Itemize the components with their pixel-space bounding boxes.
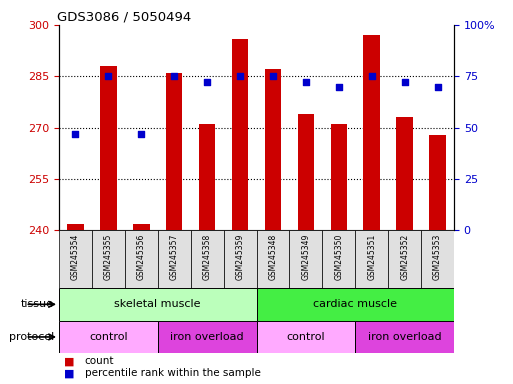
Text: GSM245349: GSM245349 [301, 233, 310, 280]
Text: GSM245358: GSM245358 [203, 233, 212, 280]
FancyBboxPatch shape [256, 288, 454, 321]
Point [368, 73, 376, 79]
Point [433, 84, 442, 90]
Text: ■: ■ [64, 368, 74, 379]
Bar [364, 35, 380, 230]
Text: GSM245348: GSM245348 [268, 233, 278, 280]
Point [236, 73, 244, 79]
Text: GSM245359: GSM245359 [235, 233, 245, 280]
Text: GSM245353: GSM245353 [433, 233, 442, 280]
Text: percentile rank within the sample: percentile rank within the sample [85, 368, 261, 379]
Text: control: control [287, 332, 325, 342]
FancyBboxPatch shape [388, 230, 421, 288]
Point [269, 73, 277, 79]
Bar [265, 70, 281, 230]
Bar [232, 39, 248, 230]
Text: GSM245351: GSM245351 [367, 233, 376, 280]
Text: iron overload: iron overload [170, 332, 244, 342]
Text: iron overload: iron overload [368, 332, 442, 342]
Bar [330, 124, 347, 230]
Text: cardiac muscle: cardiac muscle [313, 299, 397, 310]
Point [401, 79, 409, 86]
Point [302, 79, 310, 86]
Text: GSM245357: GSM245357 [170, 233, 179, 280]
Point [334, 84, 343, 90]
FancyBboxPatch shape [421, 230, 454, 288]
Text: GSM245350: GSM245350 [334, 233, 343, 280]
Text: skeletal muscle: skeletal muscle [114, 299, 201, 310]
Point [203, 79, 211, 86]
FancyBboxPatch shape [256, 230, 289, 288]
FancyBboxPatch shape [92, 230, 125, 288]
FancyBboxPatch shape [355, 230, 388, 288]
Bar [133, 223, 149, 230]
Text: count: count [85, 356, 114, 366]
Bar [429, 134, 446, 230]
Bar [397, 118, 413, 230]
Text: GSM245356: GSM245356 [137, 233, 146, 280]
FancyBboxPatch shape [59, 288, 256, 321]
FancyBboxPatch shape [224, 230, 256, 288]
Text: ■: ■ [64, 356, 74, 366]
FancyBboxPatch shape [158, 321, 256, 353]
Point [104, 73, 112, 79]
FancyBboxPatch shape [59, 321, 158, 353]
FancyBboxPatch shape [256, 321, 355, 353]
FancyBboxPatch shape [355, 321, 454, 353]
Point [71, 131, 80, 137]
FancyBboxPatch shape [191, 230, 224, 288]
FancyBboxPatch shape [59, 230, 92, 288]
FancyBboxPatch shape [322, 230, 355, 288]
Bar [298, 114, 314, 230]
Point [137, 131, 145, 137]
Text: GSM245352: GSM245352 [400, 233, 409, 280]
Point [170, 73, 179, 79]
Bar [100, 66, 116, 230]
Text: GSM245355: GSM245355 [104, 233, 113, 280]
FancyBboxPatch shape [289, 230, 322, 288]
Bar [67, 223, 84, 230]
Bar [199, 124, 215, 230]
Text: GSM245354: GSM245354 [71, 233, 80, 280]
FancyBboxPatch shape [158, 230, 191, 288]
Bar [166, 73, 183, 230]
Text: GDS3086 / 5050494: GDS3086 / 5050494 [57, 11, 191, 24]
Text: control: control [89, 332, 128, 342]
Text: tissue: tissue [21, 299, 54, 310]
Text: protocol: protocol [9, 332, 54, 342]
FancyBboxPatch shape [125, 230, 158, 288]
